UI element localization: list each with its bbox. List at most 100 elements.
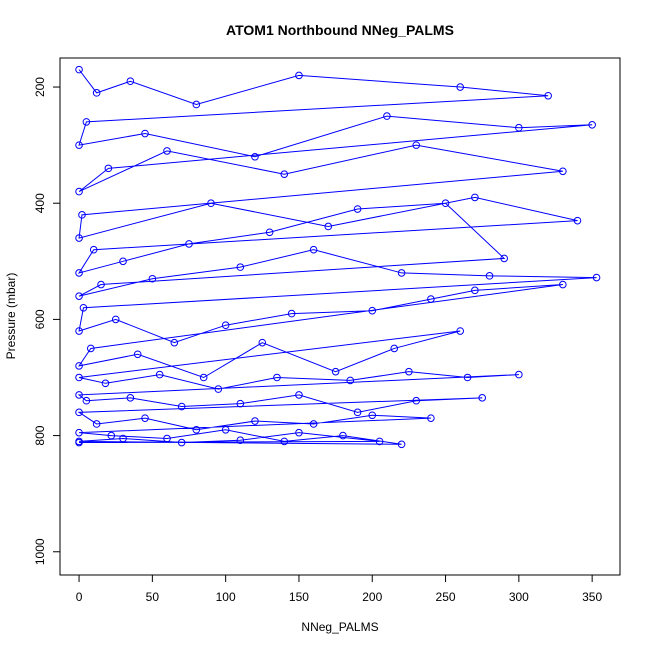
data-point: [339, 431, 347, 440]
data-point: [155, 370, 164, 379]
chart-title: ATOM1 Northbound NNeg_PALMS: [226, 22, 454, 38]
x-tick-label: 0: [76, 590, 83, 604]
data-point: [544, 91, 552, 100]
data-point: [192, 100, 201, 109]
data-point: [126, 394, 135, 402]
data-point: [92, 89, 101, 97]
data-point: [295, 391, 303, 399]
data-point: [75, 269, 83, 277]
data-point: [456, 83, 465, 91]
data-point: [101, 379, 110, 388]
data-point: [397, 269, 406, 277]
data-point: [309, 245, 318, 254]
x-axis-label: NNeg_PALMS: [301, 620, 378, 634]
data-point: [82, 118, 91, 126]
data-line: [77, 69, 597, 445]
data-point: [75, 327, 83, 335]
data-point: [75, 373, 83, 382]
x-tick-label: 150: [289, 590, 309, 604]
y-tick-label: 1000: [33, 538, 47, 565]
data-point: [251, 417, 259, 425]
data-point: [309, 420, 318, 428]
x-tick-label: 200: [362, 590, 382, 604]
data-point: [368, 411, 377, 420]
data-point: [471, 286, 479, 295]
data-point: [353, 408, 362, 417]
data-point: [75, 234, 83, 242]
data-point: [412, 141, 421, 149]
data-point: [89, 245, 98, 254]
data-point: [177, 402, 186, 411]
data-point: [368, 306, 377, 315]
data-point: [192, 425, 201, 434]
data-point: [559, 167, 567, 176]
data-point: [221, 321, 230, 330]
data-point: [207, 199, 215, 208]
data-point: [75, 391, 83, 399]
data-point: [82, 396, 91, 405]
y-tick-label: 200: [33, 77, 47, 97]
data-point: [375, 437, 384, 446]
x-tick-label: 300: [509, 590, 529, 604]
data-point: [104, 164, 113, 173]
data-point: [163, 434, 171, 443]
y-tick-label: 800: [33, 425, 47, 445]
data-point: [441, 199, 450, 208]
data-point: [588, 121, 596, 129]
x-tick-label: 100: [216, 590, 236, 604]
data-point: [390, 344, 399, 353]
data-point: [236, 263, 245, 271]
data-point: [163, 147, 171, 155]
data-point: [75, 362, 83, 370]
data-point: [258, 338, 267, 347]
data-point: [126, 77, 135, 86]
data-point: [485, 272, 494, 280]
data-point: [251, 152, 259, 161]
data-point: [295, 428, 303, 437]
x-tick-label: 50: [146, 590, 160, 604]
data-point: [559, 280, 567, 289]
data-point: [427, 414, 435, 422]
data-point: [353, 205, 362, 213]
data-point: [478, 394, 486, 402]
data-point: [75, 408, 83, 417]
data-point: [397, 440, 406, 449]
data-point: [500, 254, 508, 263]
data-point: [177, 438, 186, 447]
data-point: [280, 170, 289, 178]
y-axis-label: Pressure (mbar): [4, 273, 18, 360]
y-tick-label: 400: [33, 193, 47, 213]
data-point: [273, 373, 281, 382]
data-point: [75, 141, 83, 149]
data-point: [412, 396, 421, 405]
data-point: [111, 315, 120, 324]
data-point: [265, 228, 274, 237]
data-point: [573, 216, 582, 225]
data-point: [170, 338, 179, 347]
data-point: [236, 436, 245, 445]
data-point: [221, 425, 230, 434]
data-point: [185, 240, 193, 248]
data-point: [141, 129, 149, 138]
data-point: [463, 373, 472, 382]
data-point: [456, 327, 465, 335]
data-point: [75, 187, 83, 196]
data-point: [515, 370, 523, 379]
data-point: [427, 295, 435, 303]
data-point: [97, 280, 105, 289]
data-point: [199, 373, 208, 382]
x-tick-label: 350: [582, 590, 602, 604]
data-point: [515, 123, 523, 132]
data-point: [236, 399, 245, 408]
data-point: [78, 211, 86, 219]
data-point: [214, 385, 223, 393]
data-point: [346, 376, 355, 385]
data-point: [148, 274, 157, 283]
data-point: [141, 414, 149, 422]
data-point: [133, 350, 142, 359]
data-point: [592, 273, 601, 282]
data-point: [324, 222, 333, 231]
data-point: [119, 434, 127, 443]
data-point: [75, 438, 83, 447]
